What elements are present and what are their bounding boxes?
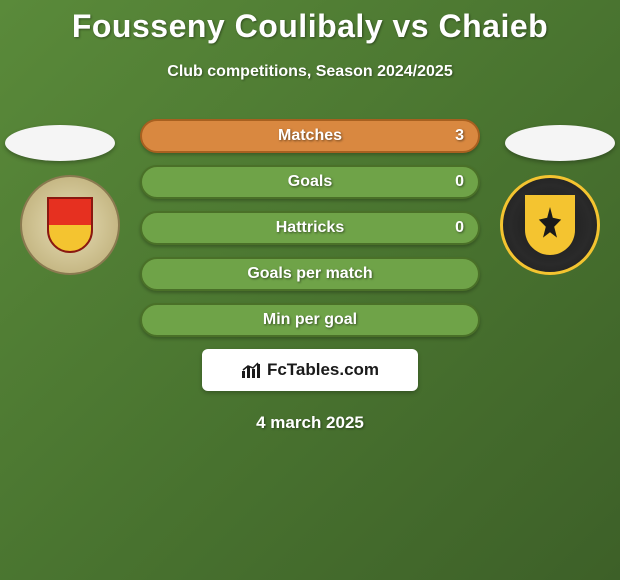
team-crest-left-shield bbox=[47, 197, 93, 253]
stat-rows: Matches 3 Goals 0 Hattricks 0 Goals per … bbox=[140, 119, 480, 337]
stat-label: Goals bbox=[288, 173, 332, 191]
stat-value-right: 0 bbox=[455, 173, 464, 191]
stat-value-right: 0 bbox=[455, 219, 464, 237]
subtitle: Club competitions, Season 2024/2025 bbox=[0, 63, 620, 81]
main-area: Matches 3 Goals 0 Hattricks 0 Goals per … bbox=[0, 119, 620, 433]
stat-label: Min per goal bbox=[263, 311, 357, 329]
team-crest-right bbox=[500, 175, 600, 275]
brand-badge[interactable]: FcTables.com bbox=[202, 349, 418, 391]
stat-label: Goals per match bbox=[247, 265, 372, 283]
brand-text: FcTables.com bbox=[267, 360, 379, 380]
player-placeholder-right bbox=[505, 125, 615, 161]
page-title: Fousseny Coulibaly vs Chaieb bbox=[0, 0, 620, 45]
team-crest-right-shield bbox=[525, 195, 575, 255]
date-label: 4 march 2025 bbox=[0, 413, 620, 433]
stat-row-min-per-goal: Min per goal bbox=[140, 303, 480, 337]
stat-row-hattricks: Hattricks 0 bbox=[140, 211, 480, 245]
chart-icon bbox=[241, 361, 261, 379]
team-crest-left bbox=[20, 175, 120, 275]
stat-row-goals-per-match: Goals per match bbox=[140, 257, 480, 291]
stat-row-matches: Matches 3 bbox=[140, 119, 480, 153]
stat-value-right: 3 bbox=[455, 127, 464, 145]
stat-label: Hattricks bbox=[276, 219, 344, 237]
stat-label: Matches bbox=[278, 127, 342, 145]
stat-row-goals: Goals 0 bbox=[140, 165, 480, 199]
player-placeholder-left bbox=[5, 125, 115, 161]
